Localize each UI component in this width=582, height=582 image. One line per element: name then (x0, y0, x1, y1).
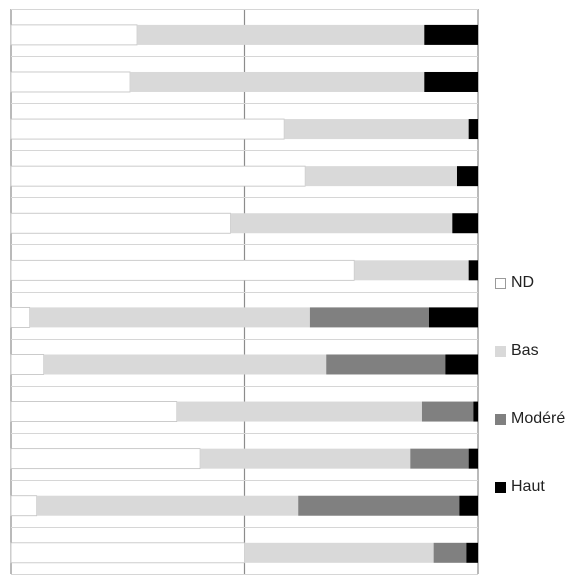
bar-segment-bas-9 (176, 401, 422, 422)
bar-segment-haut-7 (428, 307, 478, 328)
bar-segment-mod-r--9 (421, 401, 474, 422)
bar-segment-haut-2 (424, 71, 478, 92)
bar-segment-nd-7 (10, 306, 31, 328)
bar-segment-haut-6 (468, 260, 478, 281)
bar-segment-haut-3 (468, 119, 478, 140)
bar-segment-haut-1 (424, 24, 478, 45)
bar-segment-bas-11 (36, 495, 299, 516)
bar-segment-nd-11 (10, 495, 38, 517)
legend-swatch-bas (495, 345, 506, 357)
bar-segment-mod-r--8 (326, 354, 446, 375)
bar-segment-nd-6 (10, 259, 355, 281)
legend-swatch-nd (495, 277, 506, 289)
bar-segment-nd-3 (10, 118, 285, 140)
bar-segment-mod-r--7 (309, 307, 429, 328)
bar-segment-haut-8 (445, 354, 478, 375)
legend-label-modere: Modéré (511, 410, 566, 427)
bar-segment-haut-4 (456, 166, 478, 187)
bar-segment-mod-r--10 (410, 448, 469, 469)
bar-segment-nd-4 (10, 165, 306, 187)
bar-segment-bas-4 (305, 166, 457, 187)
bar-segment-bas-7 (29, 307, 310, 328)
bar-segment-nd-2 (10, 71, 131, 93)
bar-segment-bas-6 (354, 260, 469, 281)
bar-segment-mod-r--12 (433, 542, 467, 563)
legend-item-modere: Modéré (495, 406, 565, 432)
bar-series (10, 24, 478, 564)
bar-segment-haut-9 (473, 401, 478, 422)
legend-item-nd: ND (495, 270, 534, 296)
legend-label-haut: Haut (511, 478, 545, 495)
legend-item-haut: Haut (495, 474, 545, 500)
bar-segment-haut-5 (452, 213, 478, 234)
bar-segment-bas-8 (43, 354, 327, 375)
bar-segment-nd-5 (10, 212, 231, 234)
bar-segment-haut-10 (468, 448, 478, 469)
bar-segment-bas-12 (244, 542, 434, 563)
bar-segment-nd-12 (10, 542, 245, 564)
bar-segment-haut-11 (459, 495, 478, 516)
bar-segment-bas-3 (284, 119, 469, 140)
legend-label-nd: ND (511, 274, 535, 291)
bar-segment-bas-1 (137, 24, 425, 45)
bar-segment-bas-5 (230, 213, 453, 234)
legend-swatch-haut (495, 481, 506, 493)
legend-label-bas: Bas (511, 342, 539, 359)
bar-segment-nd-8 (10, 354, 45, 375)
legend-item-bas: Bas (495, 338, 539, 364)
bar-segment-mod-r--11 (298, 495, 460, 516)
bar-segment-nd-1 (10, 24, 138, 46)
bar-segment-nd-9 (10, 401, 178, 422)
legend-swatch-modere (495, 413, 506, 425)
bar-segment-nd-10 (10, 448, 201, 470)
grid-lines (10, 9, 479, 575)
bar-segment-bas-10 (200, 448, 411, 469)
bar-segment-bas-2 (130, 71, 425, 92)
bar-segment-haut-12 (466, 542, 478, 563)
